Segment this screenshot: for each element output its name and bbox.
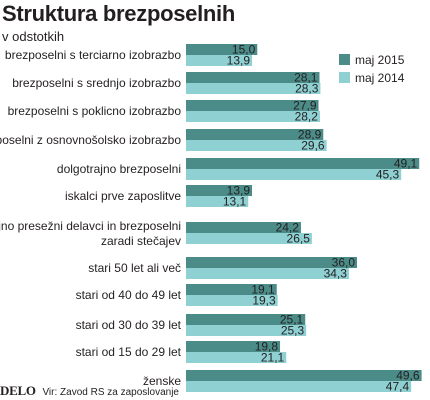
category-label-9: stari od 30 do 39 let (76, 318, 182, 332)
data-label-2015-1: 28,1 (294, 71, 318, 85)
bar-2014-3 (186, 140, 327, 151)
legend-label-2015: maj 2015 (355, 53, 405, 67)
category-label-11: ženske (143, 374, 181, 388)
data-label-2015-4: 49,1 (394, 157, 418, 171)
category-label-4: dolgotrajno brezposelni (57, 162, 181, 176)
bar-2015-11 (186, 370, 422, 381)
bar-2014-6 (186, 233, 312, 244)
source-note: Vir: Zavod RS za zaposlovanje (42, 387, 179, 398)
data-label-2014-4: 45,3 (376, 168, 400, 182)
data-label-2015-2: 27,9 (293, 99, 317, 113)
data-label-2014-5: 13,1 (223, 195, 247, 209)
legend-swatch-2015 (339, 54, 350, 65)
bar-2014-10 (186, 352, 287, 363)
data-label-2014-2: 28,2 (295, 110, 319, 124)
bar-2014-5 (186, 196, 249, 207)
bar-2015-6 (186, 222, 301, 233)
category-label-6-line-0: trajno presežni delavci in brezposelni (0, 219, 181, 233)
bar-2014-8 (186, 295, 278, 306)
category-label-10: stari od 15 do 29 let (76, 345, 182, 359)
category-label-2: brezposelni s poklicno izobrazbo (8, 104, 182, 118)
legend-item-2014: maj 2014 (339, 71, 405, 85)
data-label-2015-3: 28,9 (298, 128, 322, 142)
bar-2015-7 (186, 257, 357, 268)
data-label-2014-6: 26,5 (287, 232, 311, 246)
bar-2014-7 (186, 268, 349, 279)
data-label-2014-8: 19,3 (252, 294, 276, 308)
data-label-2015-8: 19,1 (251, 283, 275, 297)
bar-2015-5 (186, 185, 253, 196)
delo-logo: DELO (0, 383, 36, 398)
bar-2015-4 (186, 158, 420, 169)
bar-2014-4 (186, 169, 402, 180)
bar-2014-11 (186, 381, 412, 392)
data-label-2014-9: 25,3 (281, 324, 305, 338)
data-label-2014-11: 47,4 (386, 380, 410, 394)
chart-title: Struktura brezposelnih (2, 1, 235, 26)
data-label-2014-10: 21,1 (261, 351, 285, 365)
category-label-5: iskalci prve zaposlitve (65, 189, 181, 203)
bar-2015-3 (186, 129, 324, 140)
data-label-2015-9: 25,1 (280, 313, 304, 327)
bar-2014-1 (186, 83, 321, 94)
bar-2015-10 (186, 341, 281, 352)
category-label-6-line-1: zaradi stečajev (101, 234, 181, 248)
bar-2015-9 (186, 314, 306, 325)
data-label-2015-10: 19,8 (255, 340, 279, 354)
legend-item-2015: maj 2015 (339, 53, 405, 67)
category-label-8: stari od 40 do 49 let (76, 288, 182, 302)
category-label-1: brezposelni s srednjo izobrazbo (12, 76, 181, 90)
data-label-2015-5: 13,9 (227, 184, 251, 198)
category-label-3: brezposelni z osnovnošolsko izobrazbo (0, 133, 181, 147)
bar-2015-1 (186, 72, 320, 83)
bar-2014-9 (186, 325, 307, 336)
chart-subtitle: v odstotkih (2, 29, 65, 44)
data-label-2014-1: 28,3 (295, 82, 319, 96)
data-label-2014-0: 13,9 (227, 54, 251, 68)
legend-swatch-2014 (339, 72, 350, 83)
bar-2015-8 (186, 284, 277, 295)
bar-2014-2 (186, 111, 320, 122)
category-label-0: brezposelni s terciarno izobrazbo (5, 48, 181, 62)
bar-2014-0 (186, 55, 253, 66)
data-label-2015-6: 24,2 (276, 221, 300, 235)
bar-2015-0 (186, 44, 258, 55)
data-label-2015-11: 49,6 (396, 369, 420, 383)
category-label-7: stari 50 let ali več (88, 261, 181, 275)
source-footer: DELO Vir: Zavod RS za zaposlovanje (0, 383, 179, 399)
data-label-2014-3: 29,6 (301, 139, 325, 153)
data-label-2015-0: 15,0 (232, 43, 256, 57)
bar-2015-2 (186, 100, 319, 111)
data-label-2015-7: 36,0 (332, 256, 356, 270)
data-label-2014-7: 34,3 (324, 267, 348, 281)
legend-label-2014: maj 2014 (355, 71, 405, 85)
